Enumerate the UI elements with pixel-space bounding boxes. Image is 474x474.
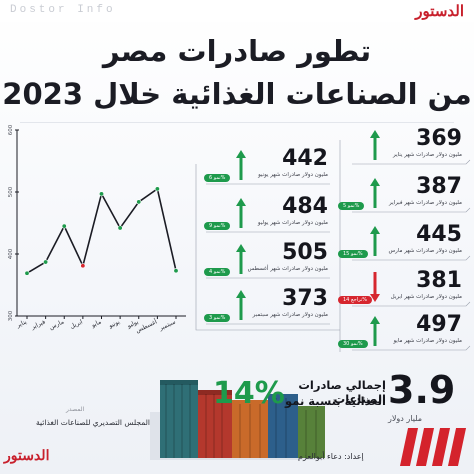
data-point <box>173 268 179 274</box>
x-tick-label: يناير <box>15 318 28 329</box>
divider <box>20 122 454 123</box>
growth-badge: نمو 3% <box>204 314 231 322</box>
series-line <box>26 188 177 274</box>
month-value: 373 <box>282 286 328 311</box>
growth-percent: 14% <box>213 376 285 411</box>
x-tick-label: يوليو <box>125 318 140 330</box>
data-point <box>154 186 160 192</box>
total-exports-unit: مليار دولار <box>388 414 423 423</box>
arrow-up-icon <box>236 150 246 180</box>
growth-badge: نمو 9% <box>204 222 231 230</box>
y-tick-label: 400 <box>8 248 14 259</box>
month-value: 369 <box>416 126 462 151</box>
x-tick-label: يونيو <box>107 318 121 330</box>
month-card: 505 مليون دولار صادرات شهر أغسطس نمو 4% <box>204 240 332 280</box>
card-underline <box>352 255 471 261</box>
month-value: 445 <box>416 222 462 247</box>
footer-logo-left: الدستور <box>4 448 50 464</box>
source-label: المصدر <box>66 406 85 413</box>
source-name: المجلس التصديري للصناعات الغذائية <box>36 418 150 427</box>
arrow-up-icon <box>370 130 380 160</box>
month-caption: مليون دولار صادرات شهر فبراير <box>389 200 462 206</box>
chart-axes <box>16 130 186 317</box>
top-bar: Dostor Info الدستور <box>0 0 474 22</box>
card-underline <box>352 301 471 307</box>
month-value: 484 <box>282 194 328 219</box>
month-card: 369 مليون دولار صادرات شهر يناير <box>346 126 466 166</box>
shipping-containers-illustration <box>150 380 325 460</box>
month-card: 445 مليون دولار صادرات شهر مارس نمو 15% <box>338 222 466 262</box>
brand-logo: الدستور <box>415 2 464 20</box>
arrow-up-icon <box>370 316 380 346</box>
y-tick-label: 600 <box>8 124 14 135</box>
title-line-1: تطور صادرات مصر <box>102 34 372 68</box>
month-caption: مليون دولار صادرات شهر يوليو <box>257 220 328 226</box>
data-point <box>24 270 30 276</box>
month-card: 387 مليون دولار صادرات شهر فبراير نمو 5% <box>338 174 466 214</box>
data-point <box>99 191 105 197</box>
month-value: 387 <box>416 174 462 199</box>
month-card: 497 مليون دولار صادرات شهر مايو نمو 30% <box>338 312 466 352</box>
month-caption: مليون دولار صادرات شهر مارس <box>388 248 462 254</box>
chart-ticks: 300 400 500 600 <box>8 124 19 321</box>
month-value: 381 <box>416 268 462 293</box>
data-point <box>43 259 49 265</box>
month-caption: مليون دولار صادرات شهر يونيو <box>258 172 328 178</box>
card-underline <box>352 207 471 213</box>
footer-credit: إعداد: دعاء أبوالعزم <box>298 452 364 461</box>
arrow-up-icon <box>236 244 246 274</box>
y-tick-label: 300 <box>8 310 14 321</box>
month-card: 484 مليون دولار صادرات شهر يوليو نمو 9% <box>204 194 332 234</box>
data-point <box>80 263 86 269</box>
chart-points <box>24 186 179 276</box>
arrow-up-icon <box>236 198 246 228</box>
arrow-up-icon <box>370 178 380 208</box>
x-tick-label: سبتمبر <box>157 318 176 332</box>
month-caption: مليون دولار صادرات شهر أغسطس <box>247 266 328 272</box>
month-caption: مليون دولار صادرات شهر سبتمبر <box>252 312 328 318</box>
x-tick-label: مارس <box>48 318 65 331</box>
month-caption: مليون دولار صادرات شهر ابريل <box>390 294 462 300</box>
data-point <box>117 225 123 231</box>
card-underline <box>352 159 471 165</box>
month-caption: مليون دولار صادرات شهر مايو <box>393 338 462 344</box>
growth-badge: نمو 30% <box>338 340 368 348</box>
x-tick-label: مايو <box>90 318 103 329</box>
arrow-up-icon <box>370 226 380 256</box>
summary-line-2: الغذائية بنسبة نمو <box>285 394 386 408</box>
title-line-2: من الصناعات الغذائية خلال 2023 <box>2 77 472 111</box>
month-card: 373 مليون دولار صادرات شهر سبتمبر نمو 3% <box>204 286 332 326</box>
decline-badge: تراجع 14% <box>338 296 373 304</box>
x-tick-label: فبراير <box>29 318 46 331</box>
card-connectors <box>195 140 471 352</box>
data-point <box>136 199 142 205</box>
data-point <box>61 223 67 229</box>
card-underline <box>352 345 471 351</box>
month-value: 497 <box>416 312 462 337</box>
growth-badge: نمو 4% <box>204 268 231 276</box>
month-value: 505 <box>282 240 328 265</box>
month-value: 442 <box>282 146 328 171</box>
month-caption: مليون دولار صادرات شهر يناير <box>393 152 462 158</box>
arrow-up-icon <box>236 290 246 320</box>
growth-badge: نمو 6% <box>204 174 231 182</box>
month-card: 381 مليون دولار صادرات شهر ابريل تراجع 14% <box>338 268 466 308</box>
watermark-text: Dostor Info <box>10 4 116 16</box>
bracket-line <box>195 164 340 331</box>
growth-badge: نمو 15% <box>338 250 368 258</box>
summary-line-1: إجمالي صادرات الصناعات <box>298 378 386 406</box>
month-card: 442 مليون دولار صادرات شهر يونيو نمو 6% <box>204 146 332 186</box>
x-tick-label: أغسطس <box>134 317 158 334</box>
growth-badge: نمو 5% <box>338 202 365 210</box>
y-tick-label: 500 <box>8 186 14 197</box>
x-tick-label: ابريل <box>69 318 84 330</box>
arrow-down-icon <box>370 272 380 302</box>
chart-line <box>26 188 177 274</box>
total-exports-value: 3.9 <box>388 368 456 412</box>
